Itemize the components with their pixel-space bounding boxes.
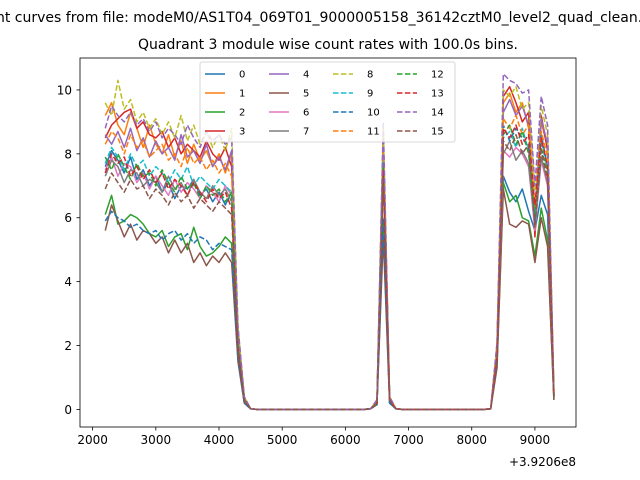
- legend-label-7: 7: [303, 127, 309, 138]
- legend-label-3: 3: [239, 127, 245, 138]
- legend-box: [199, 61, 456, 143]
- legend-label-14: 14: [431, 108, 444, 119]
- x-tick-label-8000: 8000: [456, 433, 487, 447]
- series-line-10: [104, 124, 555, 411]
- legend-label-6: 6: [303, 108, 309, 119]
- axes-frame: [79, 57, 577, 428]
- x-tick-label-5000: 5000: [267, 433, 298, 447]
- legend-label-9: 9: [367, 89, 373, 100]
- legend-label-15: 15: [431, 127, 444, 138]
- legend-label-11: 11: [367, 127, 380, 138]
- y-tick-label-4: 4: [64, 275, 72, 289]
- legend-label-8: 8: [367, 70, 373, 81]
- y-tick-label-0: 0: [64, 403, 72, 417]
- x-tick-label-2000: 2000: [77, 433, 108, 447]
- x-tick-label-3000: 3000: [141, 433, 172, 447]
- legend-label-12: 12: [431, 70, 444, 81]
- series-line-15: [104, 133, 555, 411]
- legend-label-10: 10: [367, 108, 380, 119]
- y-tick-label-2: 2: [64, 339, 72, 353]
- x-offset-label: +3.9206e8: [509, 455, 576, 469]
- x-tick-label-9000: 9000: [520, 433, 551, 447]
- x-tick-label-4000: 4000: [204, 433, 235, 447]
- series-line-13: [104, 124, 555, 411]
- axes-title: Quadrant 3 module wise count rates with …: [138, 37, 518, 53]
- legend-label-0: 0: [239, 70, 245, 81]
- y-tick-label-8: 8: [64, 147, 72, 161]
- legend-label-13: 13: [431, 89, 444, 100]
- x-tick-label-7000: 7000: [393, 433, 424, 447]
- figure-suptitle: Light curves from file: modeM0/AS1T04_06…: [0, 10, 640, 26]
- y-tick-label-10: 10: [57, 83, 72, 97]
- series-layer: [104, 73, 555, 411]
- legend-label-2: 2: [239, 108, 245, 119]
- legend-label-5: 5: [303, 89, 309, 100]
- y-tick-label-6: 6: [64, 211, 72, 225]
- legend-label-1: 1: [239, 89, 245, 100]
- legend-label-4: 4: [303, 70, 309, 81]
- x-tick-label-6000: 6000: [330, 433, 361, 447]
